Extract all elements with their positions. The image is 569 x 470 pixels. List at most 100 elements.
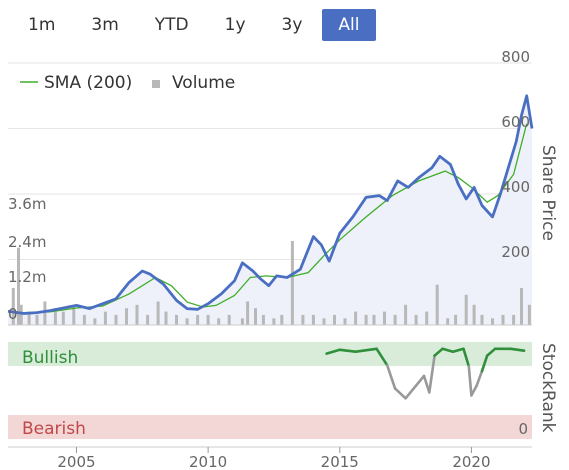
volume-bar bbox=[156, 301, 160, 325]
stockrank-segment bbox=[475, 369, 484, 387]
volume-bar bbox=[464, 294, 468, 326]
stockrank-segment bbox=[467, 364, 473, 397]
stockrank-segment bbox=[470, 384, 479, 397]
volume-bar bbox=[82, 314, 86, 325]
volume-bar bbox=[72, 304, 76, 325]
bullish-label: Bullish bbox=[22, 348, 78, 368]
volume-bar bbox=[272, 318, 276, 325]
x-tick-label: 2010 bbox=[189, 453, 227, 470]
price-tick: 600 bbox=[501, 113, 530, 131]
price-tick: 400 bbox=[501, 178, 530, 196]
volume-bar bbox=[383, 311, 386, 325]
price-tick: 800 bbox=[501, 48, 530, 66]
volume-bar bbox=[217, 318, 221, 325]
volume-bar bbox=[227, 314, 231, 325]
stockrank-segment bbox=[480, 354, 489, 373]
legend: SMA (200) Volume bbox=[20, 73, 235, 93]
stockrank-segment bbox=[325, 348, 342, 355]
volume-bar bbox=[114, 314, 118, 325]
volume-bar bbox=[446, 318, 450, 325]
stockrank-segment bbox=[338, 348, 357, 354]
volume-bar bbox=[472, 304, 476, 325]
volume-bar bbox=[454, 314, 458, 325]
volume-bar bbox=[354, 311, 358, 325]
stockrank-segment bbox=[509, 347, 526, 353]
volume-bar bbox=[343, 318, 347, 325]
volume-bar bbox=[520, 288, 523, 325]
volume-bar bbox=[491, 318, 494, 325]
volume-bar bbox=[17, 247, 20, 325]
stockrank-segment bbox=[414, 374, 426, 387]
volume-bar bbox=[53, 308, 57, 325]
range-ytd-button[interactable]: YTD bbox=[154, 15, 189, 35]
volume-bar bbox=[35, 314, 39, 325]
range-1y-button[interactable]: 1y bbox=[224, 15, 246, 35]
volume-tick: 3.6m bbox=[8, 195, 46, 213]
volume-tick: 0 bbox=[8, 305, 18, 323]
volume-bar bbox=[261, 314, 265, 325]
stockrank-segment bbox=[393, 387, 407, 400]
stockrank-segment bbox=[427, 354, 436, 394]
volume-bar bbox=[311, 314, 315, 325]
volume-bar bbox=[364, 314, 368, 325]
stockrank-segment bbox=[404, 384, 418, 400]
volume-bar bbox=[527, 304, 531, 325]
range-all-button[interactable]: All bbox=[322, 9, 376, 41]
volume-bar bbox=[372, 314, 376, 325]
volume-bar bbox=[206, 314, 210, 325]
volume-bar bbox=[19, 304, 23, 325]
volume-bar bbox=[393, 314, 397, 325]
volume-bar bbox=[290, 241, 294, 325]
bearish-label: Bearish bbox=[22, 419, 86, 439]
volume-bar bbox=[175, 314, 178, 325]
share-price-axis-title: Share Price bbox=[538, 145, 558, 241]
volume-bar bbox=[333, 314, 336, 325]
share-price-line bbox=[7, 94, 534, 315]
volume-bar bbox=[414, 314, 418, 325]
stockrank-segment bbox=[485, 347, 497, 357]
volume-bar bbox=[280, 314, 284, 325]
volume-bar bbox=[425, 311, 429, 325]
volume-tick: 2.4m bbox=[8, 233, 46, 251]
volume-bar bbox=[164, 311, 168, 325]
time-axis: 2005 2010 2015 2020 bbox=[57, 447, 491, 470]
range-selector: 1m 3m YTD 1y 3y All bbox=[12, 9, 380, 41]
volume-bar bbox=[254, 308, 257, 325]
volume-bar bbox=[512, 314, 516, 325]
volume-bars bbox=[11, 241, 531, 326]
range-3m-button[interactable]: 3m bbox=[91, 15, 119, 35]
volume-bar bbox=[322, 318, 326, 325]
legend-sma-label: SMA (200) bbox=[44, 73, 132, 93]
volume-bar bbox=[185, 318, 189, 325]
stockrank-axis-title: StockRank bbox=[538, 343, 558, 433]
volume-bar bbox=[196, 314, 200, 325]
volume-bar bbox=[246, 301, 250, 325]
range-1m-button[interactable]: 1m bbox=[28, 15, 56, 35]
volume-bar bbox=[11, 288, 15, 325]
price-tick: 200 bbox=[501, 243, 530, 261]
x-tick-label: 2005 bbox=[57, 453, 95, 470]
volume-legend-swatch bbox=[152, 80, 160, 88]
stockrank-segment bbox=[354, 347, 378, 354]
volume-bar bbox=[135, 304, 139, 325]
stockrank-segment bbox=[433, 347, 444, 357]
volume-bar bbox=[125, 308, 128, 325]
stockrank-zero-tick: 0 bbox=[518, 420, 528, 438]
range-3y-button[interactable]: 3y bbox=[281, 15, 303, 35]
volume-bar bbox=[501, 314, 505, 325]
price-axis-ticks: 800 600 400 200 bbox=[501, 48, 530, 261]
volume-bar bbox=[404, 304, 408, 325]
volume-bar bbox=[61, 311, 65, 325]
legend-volume-label: Volume bbox=[172, 73, 235, 93]
bearish-band bbox=[8, 415, 532, 439]
bullish-band bbox=[8, 342, 532, 366]
volume-bar bbox=[480, 314, 484, 325]
x-tick-label: 2020 bbox=[452, 453, 490, 470]
stockrank-segment bbox=[385, 363, 397, 390]
stockrank-segment bbox=[451, 347, 465, 354]
volume-bar bbox=[146, 314, 150, 325]
volume-axis-ticks: 3.6m 2.4m 1.2m 0 bbox=[8, 195, 46, 323]
stockrank-segment bbox=[462, 347, 471, 368]
stockrank-segment bbox=[441, 347, 455, 354]
price-area-fill bbox=[8, 95, 532, 325]
